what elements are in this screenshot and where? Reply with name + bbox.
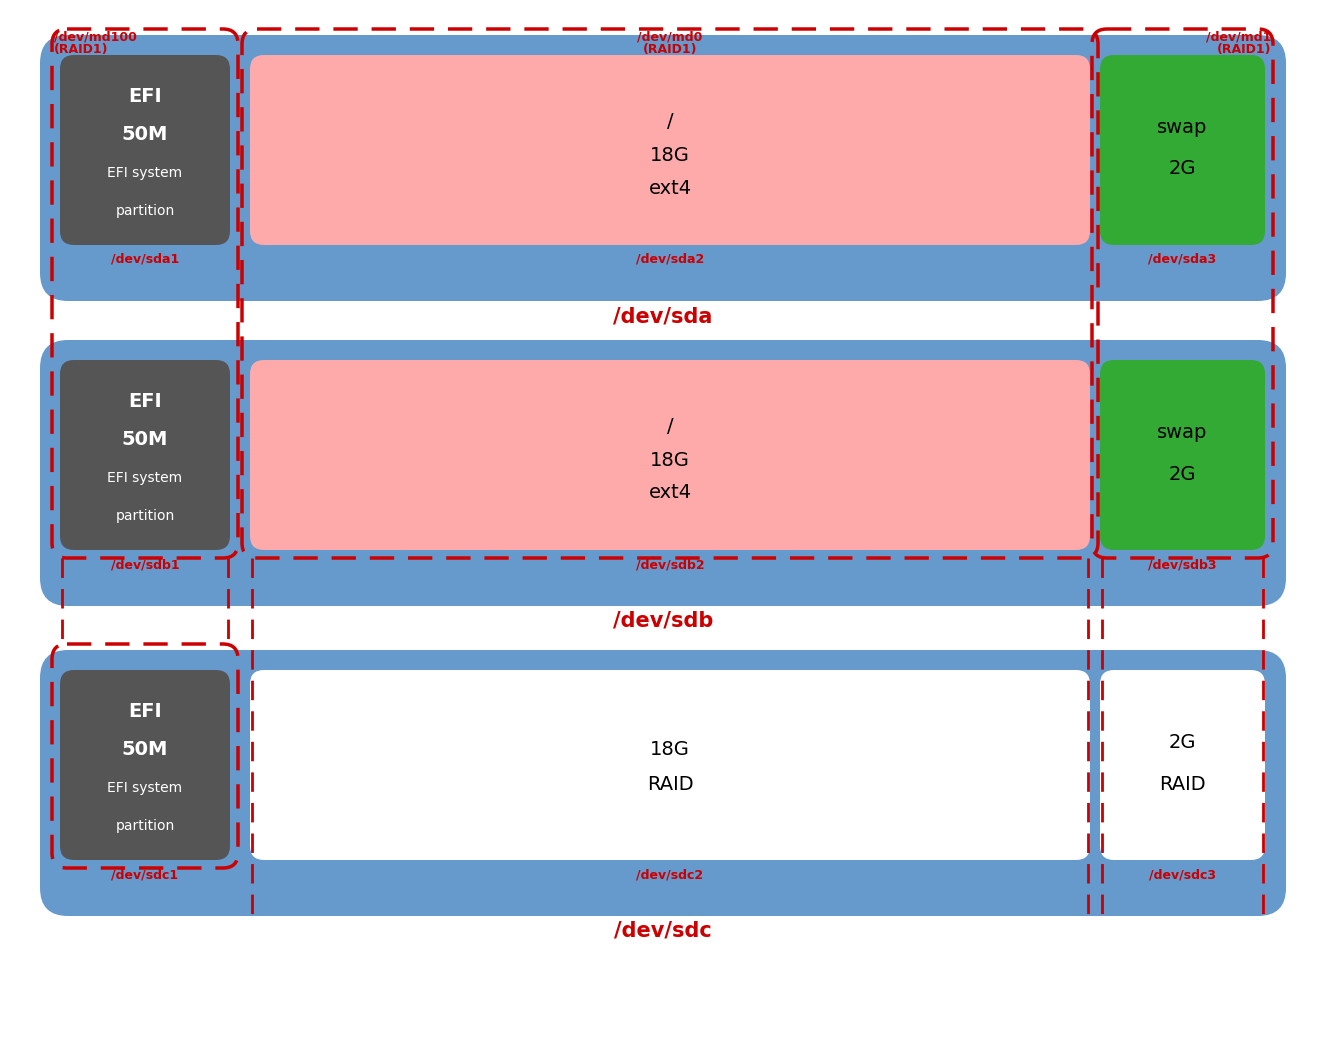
FancyBboxPatch shape — [60, 670, 229, 860]
FancyBboxPatch shape — [60, 55, 229, 245]
Text: 18G: 18G — [650, 740, 690, 760]
Text: 2G: 2G — [1168, 159, 1196, 178]
FancyBboxPatch shape — [40, 650, 1286, 916]
Text: 18G: 18G — [650, 146, 690, 166]
Text: 50M: 50M — [122, 430, 168, 449]
Text: ext4: ext4 — [648, 483, 692, 502]
FancyBboxPatch shape — [1101, 359, 1265, 550]
FancyBboxPatch shape — [1101, 670, 1265, 860]
Text: RAID: RAID — [647, 774, 693, 794]
Text: (RAID1): (RAID1) — [643, 43, 697, 56]
Text: EFI system: EFI system — [107, 471, 183, 485]
FancyBboxPatch shape — [1101, 55, 1265, 245]
Text: /dev/sda1: /dev/sda1 — [111, 253, 179, 266]
Text: /dev/sda: /dev/sda — [614, 306, 712, 326]
Text: ext4: ext4 — [648, 178, 692, 198]
Text: 2G: 2G — [1168, 733, 1196, 751]
FancyBboxPatch shape — [40, 35, 1286, 301]
Text: EFI: EFI — [129, 88, 162, 106]
Text: /dev/sda2: /dev/sda2 — [636, 253, 704, 266]
Text: /dev/md1: /dev/md1 — [1205, 31, 1272, 44]
Text: partition: partition — [115, 204, 175, 218]
FancyBboxPatch shape — [40, 340, 1286, 606]
Text: /dev/sdc2: /dev/sdc2 — [636, 868, 704, 880]
Text: 18G: 18G — [650, 451, 690, 470]
Text: /dev/sdc: /dev/sdc — [614, 921, 712, 941]
Text: /dev/md0: /dev/md0 — [638, 31, 703, 44]
Text: /dev/sdb1: /dev/sdb1 — [110, 559, 179, 571]
FancyBboxPatch shape — [251, 55, 1090, 245]
Text: EFI: EFI — [129, 702, 162, 721]
FancyBboxPatch shape — [60, 359, 229, 550]
Text: 50M: 50M — [122, 740, 168, 760]
Text: /: / — [667, 111, 674, 131]
Text: 2G: 2G — [1168, 465, 1196, 483]
Text: /dev/md100: /dev/md100 — [54, 31, 137, 44]
Text: /dev/sdb3: /dev/sdb3 — [1148, 559, 1217, 571]
Text: /dev/sdc3: /dev/sdc3 — [1150, 868, 1216, 880]
Text: /dev/sdb2: /dev/sdb2 — [635, 559, 704, 571]
Text: /dev/sda3: /dev/sda3 — [1148, 253, 1216, 266]
Text: swap: swap — [1158, 423, 1208, 442]
Text: EFI system: EFI system — [107, 780, 183, 795]
Text: RAID: RAID — [1159, 774, 1205, 794]
Text: EFI system: EFI system — [107, 166, 183, 180]
Text: /: / — [667, 417, 674, 436]
Text: partition: partition — [115, 819, 175, 833]
Text: /dev/sdc1: /dev/sdc1 — [111, 868, 179, 880]
FancyBboxPatch shape — [251, 670, 1090, 860]
Text: (RAID1): (RAID1) — [54, 43, 109, 56]
Text: EFI: EFI — [129, 392, 162, 412]
FancyBboxPatch shape — [251, 359, 1090, 550]
Text: /dev/sdb: /dev/sdb — [613, 611, 713, 631]
Text: (RAID1): (RAID1) — [1216, 43, 1272, 56]
Text: partition: partition — [115, 508, 175, 523]
Text: 50M: 50M — [122, 125, 168, 144]
Text: swap: swap — [1158, 118, 1208, 137]
